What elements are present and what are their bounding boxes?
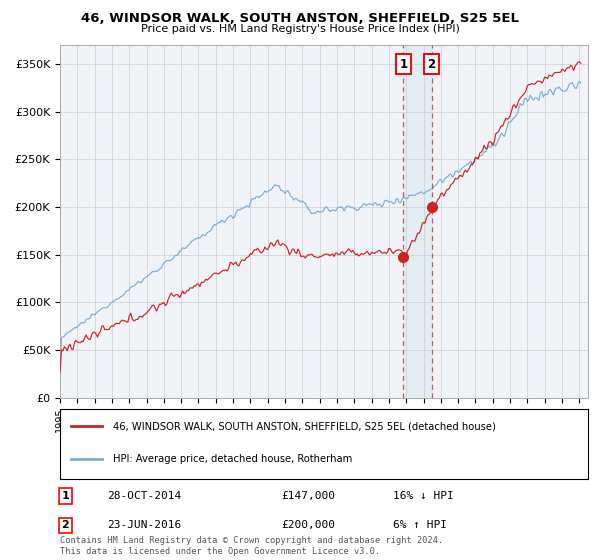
Text: 46, WINDSOR WALK, SOUTH ANSTON, SHEFFIELD, S25 5EL (detached house): 46, WINDSOR WALK, SOUTH ANSTON, SHEFFIEL… — [113, 421, 496, 431]
Text: 1: 1 — [61, 491, 69, 501]
Text: 2: 2 — [61, 520, 69, 530]
Text: £147,000: £147,000 — [282, 491, 336, 501]
Text: £200,000: £200,000 — [282, 520, 336, 530]
Text: HPI: Average price, detached house, Rotherham: HPI: Average price, detached house, Roth… — [113, 454, 352, 464]
Text: 6% ↑ HPI: 6% ↑ HPI — [392, 520, 446, 530]
Text: Contains HM Land Registry data © Crown copyright and database right 2024.
This d: Contains HM Land Registry data © Crown c… — [60, 536, 443, 556]
Text: Price paid vs. HM Land Registry's House Price Index (HPI): Price paid vs. HM Land Registry's House … — [140, 24, 460, 34]
Text: 1: 1 — [399, 58, 407, 71]
Text: 2: 2 — [427, 58, 436, 71]
Bar — [403, 45, 431, 398]
Text: 16% ↓ HPI: 16% ↓ HPI — [392, 491, 454, 501]
Text: 23-JUN-2016: 23-JUN-2016 — [107, 520, 182, 530]
Text: 28-OCT-2014: 28-OCT-2014 — [107, 491, 182, 501]
Text: 46, WINDSOR WALK, SOUTH ANSTON, SHEFFIELD, S25 5EL: 46, WINDSOR WALK, SOUTH ANSTON, SHEFFIEL… — [81, 12, 519, 25]
